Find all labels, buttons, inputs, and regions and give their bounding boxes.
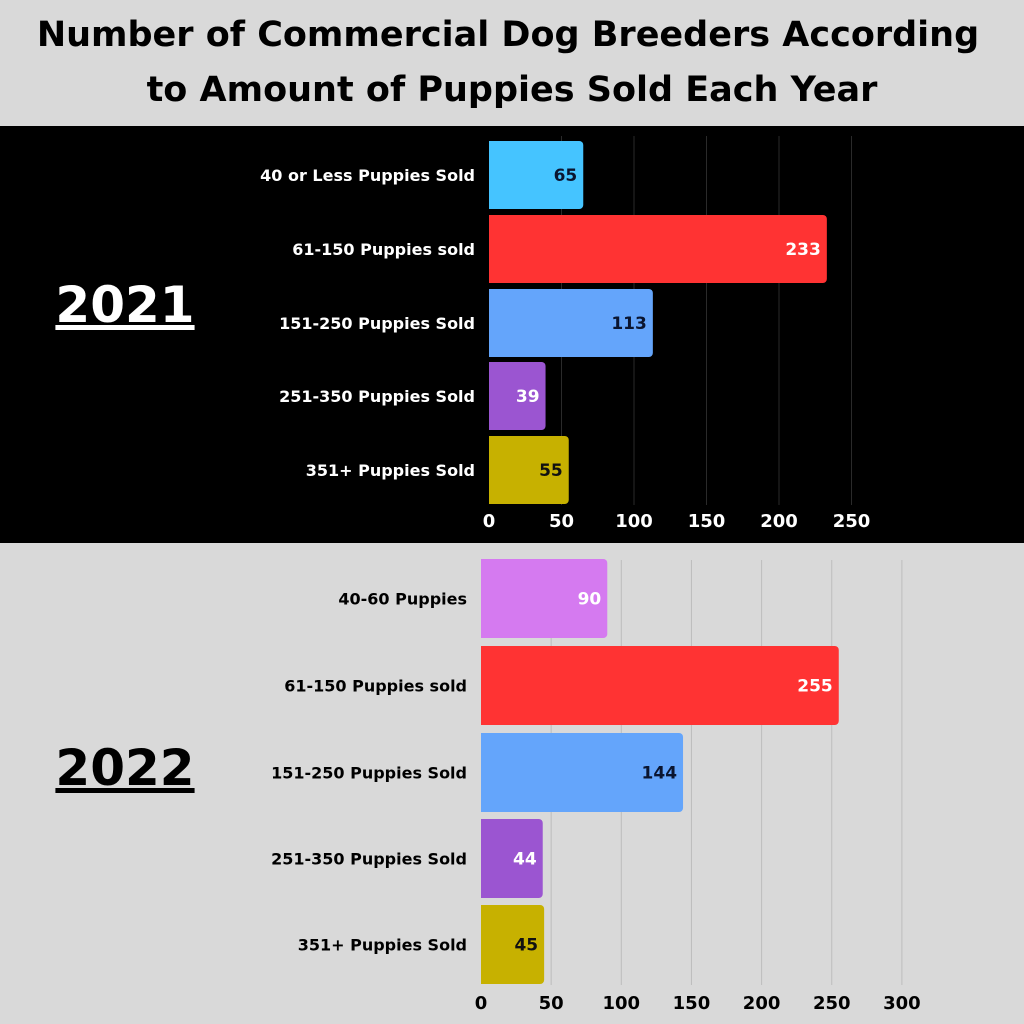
bar: [489, 289, 653, 357]
category-label: 61-150 Puppies sold: [292, 240, 475, 259]
data-label: 44: [513, 850, 537, 870]
data-label: 255: [797, 677, 833, 697]
bar-base: [481, 733, 487, 812]
bar-base: [481, 559, 487, 638]
x-tick-label: 150: [688, 511, 726, 532]
bar: [489, 141, 584, 209]
x-tick-label: 100: [603, 993, 641, 1014]
x-tick-label: 0: [483, 511, 496, 532]
bar-base: [489, 362, 495, 430]
data-label: 45: [514, 936, 538, 956]
x-tick-label: 200: [760, 511, 798, 532]
data-label: 144: [642, 764, 678, 784]
bar-base: [489, 141, 495, 209]
category-label: 351+ Puppies Sold: [298, 936, 467, 955]
chart-title-line-2: to Amount of Puppies Sold Each Year: [147, 70, 879, 110]
x-tick-label: 300: [883, 993, 921, 1014]
category-label: 40 or Less Puppies Sold: [260, 166, 475, 185]
x-tick-label: 0: [475, 993, 488, 1014]
bar: [489, 215, 827, 283]
data-label: 55: [539, 461, 563, 481]
category-label: 40-60 Puppies: [338, 590, 467, 609]
year-label: 2022: [55, 739, 194, 797]
x-tick-label: 250: [813, 993, 851, 1014]
category-label: 251-350 Puppies Sold: [271, 850, 467, 869]
x-tick-label: 150: [673, 993, 711, 1014]
year-label: 2021: [55, 276, 194, 334]
chart-title-line-1: Number of Commercial Dog Breeders Accord…: [37, 15, 979, 55]
bar: [481, 905, 545, 984]
bar: [481, 646, 839, 725]
bar-base: [489, 289, 495, 357]
category-label: 151-250 Puppies Sold: [279, 314, 475, 333]
data-label: 233: [785, 240, 821, 260]
category-label: 351+ Puppies Sold: [306, 461, 475, 480]
x-tick-label: 100: [615, 511, 653, 532]
category-label: 61-150 Puppies sold: [284, 677, 467, 696]
bar-base: [481, 646, 487, 725]
data-label: 90: [578, 590, 602, 610]
chart-2021: 0 50 100 150 200 250 2021 40 or Less Puppies So…: [55, 136, 870, 532]
x-tick-label: 200: [743, 993, 781, 1014]
bar-base: [481, 905, 487, 984]
bar: [481, 733, 684, 812]
data-label: 65: [554, 166, 578, 186]
bar: [481, 559, 608, 638]
bar: [489, 436, 569, 504]
chart-2022: 0 50 100 150 200 250 300 2022 40-60 Puppies 90 61-…: [55, 559, 921, 1014]
bar: [481, 819, 543, 898]
category-label: 251-350 Puppies Sold: [279, 387, 475, 406]
bar-base: [489, 436, 495, 504]
bar: [489, 362, 546, 430]
data-label: 39: [516, 387, 540, 407]
bar-base: [489, 215, 495, 283]
x-tick-label: 50: [549, 511, 574, 532]
data-label: 113: [611, 314, 647, 334]
category-label: 151-250 Puppies Sold: [271, 764, 467, 783]
x-tick-label: 50: [539, 993, 564, 1014]
title-background: [0, 0, 1024, 126]
bar-base: [481, 819, 487, 898]
x-tick-label: 250: [833, 511, 871, 532]
